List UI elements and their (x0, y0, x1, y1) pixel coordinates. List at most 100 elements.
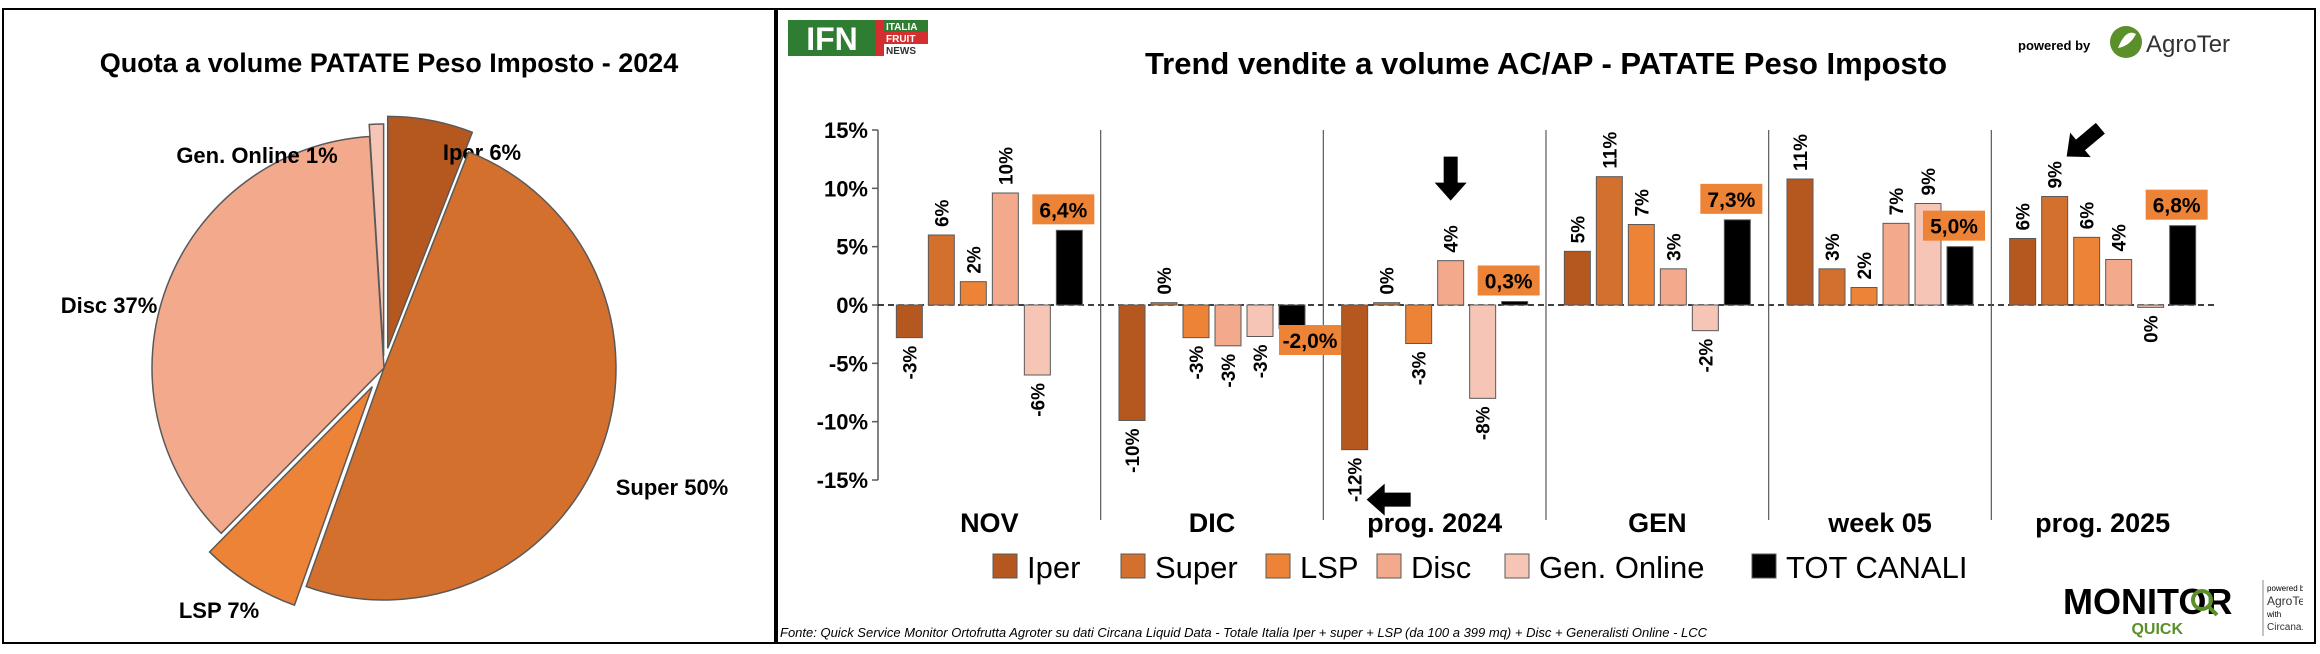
ifn-logo-main: IFN (806, 21, 858, 57)
agroter-logo: powered by AgroTer (2018, 26, 2230, 58)
bar-tot-canali-week-05 (1946, 246, 1974, 306)
annotation-arrow-down-left-2 (2066, 122, 2105, 158)
bar-iper-dic (1118, 304, 1146, 421)
monitor-with: with (2266, 610, 2281, 619)
bar-disc-prog-2024 (1437, 260, 1465, 306)
y-tick-label: -10% (817, 410, 868, 435)
y-tick-label: 0% (836, 293, 868, 318)
bar-iper-week-05 (1786, 178, 1814, 306)
data-label-super-week-05: 3% (1823, 233, 1844, 261)
bar-iper-prog-2025 (2009, 238, 2037, 306)
pie-slice-super (305, 151, 617, 601)
y-tick-label: -15% (817, 468, 868, 493)
bar-lsp-prog-2025 (2073, 236, 2101, 306)
svg-text:5,0%: 5,0% (1930, 216, 1978, 239)
bar-tot-canali-dic (1278, 304, 1306, 329)
data-label-gen-online-dic: -3% (1251, 344, 1272, 378)
data-label-super-gen: 11% (1600, 132, 1621, 169)
bar-lsp-dic (1182, 304, 1210, 339)
bar-tot-canali-nov (1055, 229, 1083, 306)
category-label-week-05: week 05 (1827, 508, 1932, 538)
bar-super-dic (1150, 302, 1178, 306)
bar-gen-online-prog-2024 (1469, 304, 1497, 399)
legend-item-lsp: LSP (1265, 550, 1359, 585)
bar-super-nov (927, 234, 955, 306)
pie-slice-lsp (208, 386, 374, 607)
data-label-gen-online-week-05: 9% (1919, 168, 1940, 196)
source-note: Fonte: Quick Service Monitor Ortofrutta … (780, 625, 1708, 640)
data-label-iper-week-05: 11% (1791, 134, 1812, 171)
data-label-super-dic: 0% (1155, 267, 1176, 295)
annotation-arrow-left-1 (1366, 483, 1411, 516)
data-label-iper-gen: 5% (1568, 216, 1589, 244)
bar-disc-gen (1659, 268, 1687, 306)
data-label-super-prog-2025: 9% (2046, 161, 2067, 189)
bar-super-week-05 (1818, 268, 1846, 306)
pie-slice-iper (386, 115, 474, 349)
pie-label-gen-online: Gen. Online 1% (176, 143, 337, 168)
svg-text:7,3%: 7,3% (1707, 189, 1755, 212)
data-label-gen-online-nov: -6% (1028, 383, 1049, 417)
monitor-quick-sub: QUICK (2131, 621, 2183, 638)
legend-item-disc: Disc (1376, 550, 1471, 585)
data-label-super-nov: 6% (932, 199, 953, 227)
total-label-prog-2024: 0,3% (1477, 265, 1540, 296)
y-tick-label: 15% (824, 118, 868, 143)
data-label-lsp-prog-2025: 6% (2078, 202, 2099, 230)
bar-gen-online-nov (1023, 304, 1051, 376)
svg-text:Iper: Iper (1027, 550, 1080, 585)
data-label-iper-prog-2025: 6% (2014, 203, 2035, 231)
bar-lsp-gen (1627, 224, 1655, 306)
data-label-iper-nov: -3% (900, 346, 921, 380)
data-label-lsp-nov: 2% (964, 246, 985, 274)
magnifier-icon (2191, 589, 2213, 611)
data-label-iper-prog-2024: -12% (1346, 458, 1367, 502)
bar-super-prog-2024 (1373, 302, 1401, 306)
bar-lsp-week-05 (1850, 287, 1878, 306)
bar-chart-title: Trend vendite a volume AC/AP - PATATE Pe… (1144, 46, 1948, 81)
monitor-word: MONITOR (2063, 581, 2232, 622)
pie-label-disc: Disc 37% (61, 293, 158, 318)
total-label-prog-2025: 6,8% (2145, 189, 2208, 220)
bar-disc-week-05 (1882, 222, 1910, 306)
y-tick-label: 5% (836, 235, 868, 260)
ifn-logo-line2: FRUIT (886, 34, 915, 45)
bar-gen-online-dic (1246, 304, 1274, 337)
svg-text:Disc: Disc (1411, 550, 1471, 585)
bar-super-prog-2025 (2041, 196, 2069, 306)
data-label-lsp-week-05: 2% (1855, 252, 1876, 280)
monitor-agroter: AgroTer (2267, 594, 2303, 608)
data-label-disc-prog-2024: 4% (1442, 225, 1463, 253)
bar-iper-gen (1563, 250, 1591, 306)
data-label-disc-dic: -3% (1219, 354, 1240, 388)
total-label-gen: 7,3% (1700, 183, 1763, 214)
data-label-disc-week-05: 7% (1887, 188, 1908, 216)
category-label-prog-2025: prog. 2025 (2035, 508, 2170, 538)
bar-tot-canali-prog-2025 (2169, 225, 2197, 306)
y-tick-label: 10% (824, 176, 868, 201)
y-tick-label: -5% (829, 351, 868, 376)
bar-disc-dic (1214, 304, 1242, 347)
svg-text:6,4%: 6,4% (1039, 199, 1087, 222)
bar-tot-canali-gen (1723, 219, 1751, 306)
svg-text:TOT CANALI: TOT CANALI (1786, 550, 1967, 585)
total-label-dic: -2,0% (1279, 325, 1341, 355)
pie-chart: Iper 6%Super 50%LSP 7%Disc 37%Gen. Onlin… (61, 115, 728, 623)
pie-slice-disc (151, 135, 385, 535)
total-label-nov: 6,4% (1032, 194, 1095, 225)
data-label-disc-gen: 3% (1664, 233, 1685, 261)
bar-gen-online-prog-2025 (2137, 304, 2165, 308)
pie-label-lsp: LSP 7% (179, 598, 259, 623)
category-label-gen: GEN (1628, 508, 1687, 538)
category-label-dic: DIC (1189, 508, 1236, 538)
ifn-logo: IFN ITALIA FRUIT NEWS (788, 20, 928, 57)
bar-disc-nov (991, 192, 1019, 306)
bar-gen-online-gen (1691, 304, 1719, 332)
bar-lsp-nov (959, 281, 987, 306)
monitor-quick-logo: MONITOR QUICK powered by AgroTer with Ci… (2063, 580, 2303, 638)
bar-lsp-prog-2024 (1405, 304, 1433, 344)
legend-item-iper: Iper (992, 550, 1080, 585)
ifn-logo-line3: NEWS (886, 46, 916, 57)
data-label-gen-online-prog-2025: 0% (2142, 315, 2163, 343)
data-label-disc-nov: 10% (996, 147, 1017, 185)
